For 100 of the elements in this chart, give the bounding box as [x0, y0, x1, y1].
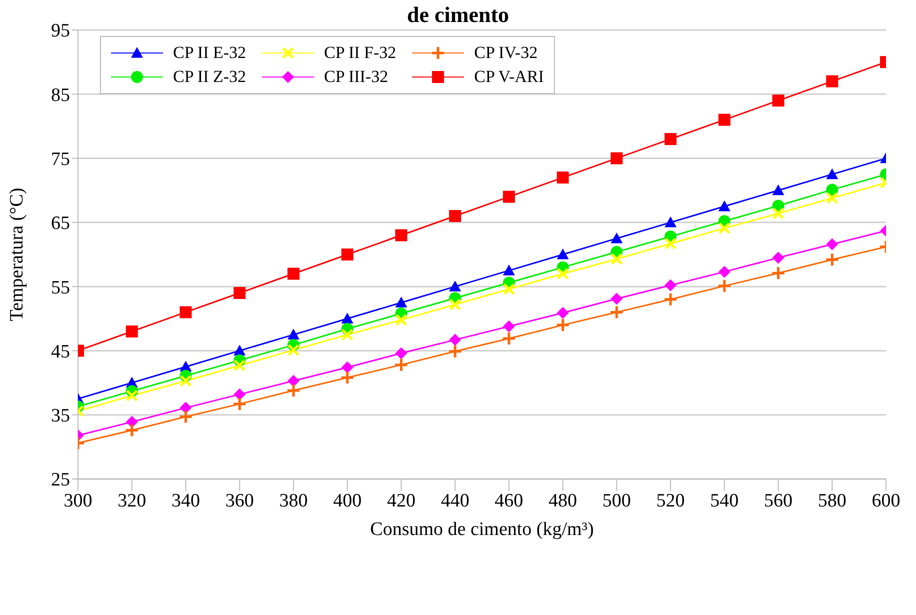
point	[824, 252, 840, 267]
x-tick-label: 440	[440, 490, 470, 512]
point	[609, 304, 624, 320]
x-tick-label: 500	[602, 490, 631, 512]
point	[232, 396, 247, 412]
point	[124, 423, 140, 438]
point	[610, 232, 623, 244]
point	[556, 318, 570, 332]
point	[610, 252, 623, 266]
y-tick-label: 35	[51, 406, 70, 427]
point	[826, 192, 838, 204]
x-tick-label: 460	[494, 490, 524, 512]
legend-label: CP III-32	[324, 67, 388, 87]
point	[449, 334, 462, 346]
point	[234, 286, 246, 299]
y-tick-label: 95	[51, 20, 70, 42]
y-tick-label: 25	[51, 470, 70, 491]
y-tick-label: 65	[51, 213, 70, 234]
point	[556, 172, 569, 184]
point	[771, 266, 786, 280]
point	[502, 190, 515, 203]
point	[610, 152, 623, 164]
point	[772, 184, 784, 196]
point	[556, 306, 569, 319]
point	[502, 264, 515, 276]
point	[449, 298, 462, 311]
point	[664, 279, 677, 292]
point	[234, 344, 246, 356]
y-axis-title: Temperatura (°C)	[6, 188, 28, 322]
point	[772, 94, 784, 107]
point	[717, 278, 732, 294]
point	[180, 402, 192, 414]
point	[178, 410, 193, 424]
point	[234, 359, 246, 372]
point	[826, 75, 838, 88]
point	[180, 306, 192, 318]
x-tick-label: 380	[279, 490, 308, 512]
point	[718, 200, 730, 212]
point	[664, 238, 677, 250]
x-tick-label: 520	[656, 490, 685, 512]
point	[502, 320, 515, 332]
point	[287, 344, 300, 356]
x-tick-label: 600	[872, 490, 900, 512]
x-tick-label: 360	[225, 490, 254, 512]
point	[395, 229, 408, 242]
point	[610, 292, 623, 305]
point	[664, 216, 677, 228]
legend-label: CP IV-32	[474, 43, 538, 63]
point	[826, 184, 838, 196]
point	[341, 361, 354, 374]
x-tick-label: 420	[386, 490, 416, 512]
y-tick-label: 75	[51, 149, 70, 170]
legend-label: CP II E-32	[173, 43, 246, 63]
point	[718, 266, 730, 278]
point	[395, 347, 408, 360]
point	[663, 292, 678, 307]
point	[556, 248, 569, 260]
y-tick-label: 55	[51, 277, 70, 298]
x-tick-label: 320	[118, 490, 146, 512]
point	[449, 210, 462, 222]
legend-label: CP V-ARI	[474, 67, 544, 87]
point	[448, 344, 462, 359]
point	[287, 328, 300, 340]
x-axis-title: Consumo de cimento (kg/m³)	[370, 519, 594, 540]
x-tick-label: 560	[764, 490, 793, 512]
point	[180, 374, 192, 387]
y-tick-label: 85	[51, 84, 70, 106]
point	[556, 268, 569, 280]
point	[502, 331, 516, 346]
point	[395, 296, 408, 308]
y-tick-label: 45	[51, 341, 70, 362]
x-tick-label: 540	[710, 490, 739, 512]
point	[502, 283, 515, 296]
point	[126, 325, 138, 338]
point	[718, 114, 730, 126]
point	[341, 312, 354, 324]
point	[772, 252, 784, 264]
point	[826, 238, 838, 250]
point	[772, 207, 784, 220]
point	[341, 328, 354, 341]
x-tick-label: 340	[171, 490, 200, 512]
point	[286, 383, 301, 398]
x-tick-label: 480	[548, 490, 578, 512]
point	[395, 314, 408, 326]
point	[234, 388, 246, 400]
x-tick-label: 580	[818, 490, 846, 512]
legend-label: CP II Z-32	[173, 67, 246, 87]
point	[126, 390, 138, 402]
point	[394, 358, 408, 372]
x-tick-label: 300	[64, 490, 92, 512]
x-tick-label: 400	[333, 490, 362, 512]
point	[287, 374, 300, 387]
legend-label: CP II F-32	[324, 43, 396, 63]
point	[718, 222, 730, 234]
point	[287, 268, 300, 280]
point	[449, 280, 462, 292]
point	[340, 370, 355, 385]
point	[826, 168, 838, 180]
point	[341, 248, 354, 260]
point	[664, 133, 677, 146]
